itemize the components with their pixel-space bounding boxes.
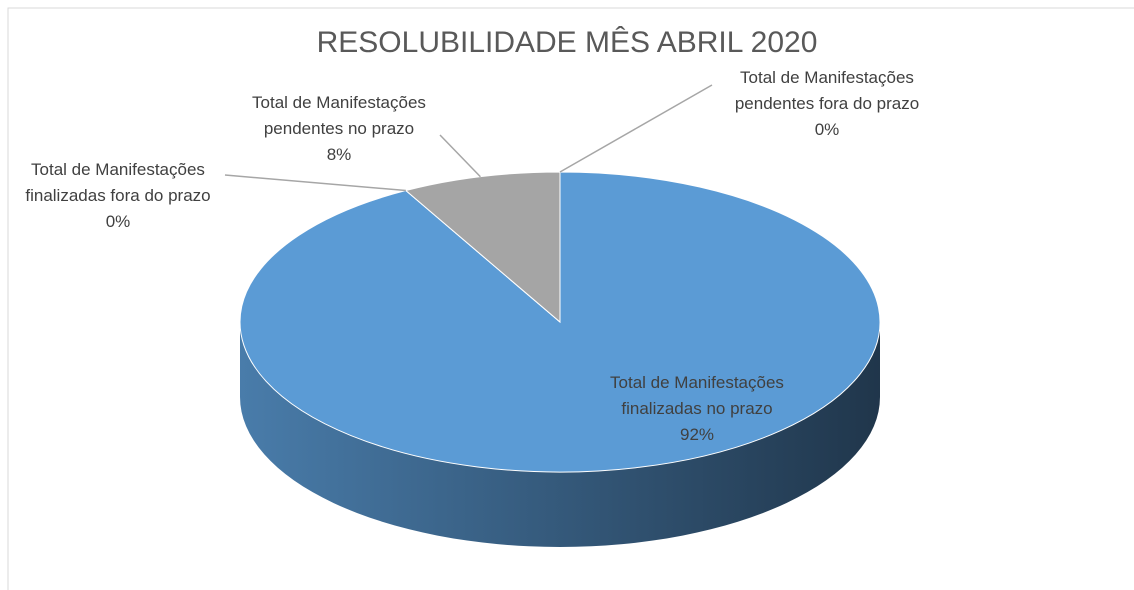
data-label-category: Total de Manifestações pendentes no praz…	[252, 93, 426, 138]
data-label-value: 92%	[679, 425, 715, 444]
data-label-value: 0%	[814, 120, 840, 139]
chart-border	[7, 7, 1134, 590]
data-label-category: Total de Manifestações pendentes fora do…	[734, 68, 920, 113]
chart-title: RESOLUBILIDADE MÊS ABRIL 2020	[316, 26, 818, 59]
leader-line	[439, 134, 481, 178]
data-label-category: Total de Manifestações finalizadas no pr…	[610, 373, 784, 418]
leader-line	[559, 84, 713, 173]
data-label-value: 8%	[326, 145, 352, 164]
data-label-value: 0%	[105, 212, 131, 231]
slice-side	[240, 322, 880, 547]
leader-line	[224, 174, 406, 192]
slice	[404, 171, 561, 324]
data-label-category: Total de Manifestações finalizadas fora …	[25, 160, 211, 205]
